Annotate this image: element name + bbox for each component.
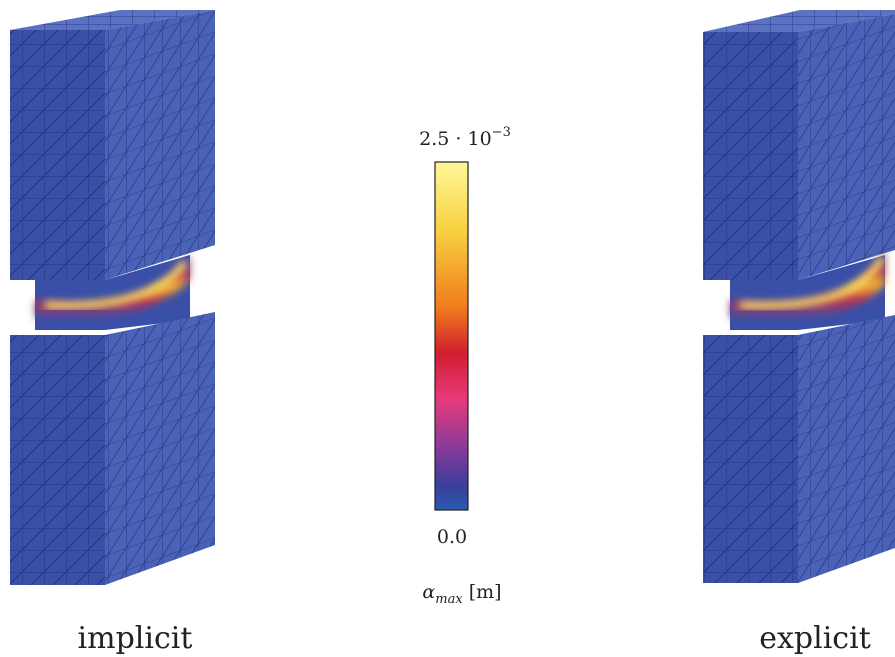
- colorbar-title: αmax [m]: [422, 581, 501, 607]
- colorbar-max-label: 2.5 · 10−3: [419, 125, 511, 150]
- caption: implicit: [78, 621, 193, 656]
- mesh-implicit: [10, 10, 215, 585]
- colorbar-min-label: 0.0: [437, 526, 467, 548]
- caption: explicit: [759, 621, 871, 656]
- mesh-explicit: [703, 10, 895, 583]
- colorbar: [434, 161, 469, 511]
